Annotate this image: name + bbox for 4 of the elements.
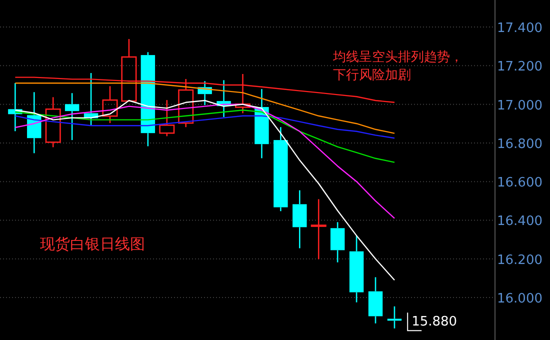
annotation: 15.880 [412, 314, 458, 330]
title: 现货白银日线图 [40, 235, 145, 253]
annotation: 均线呈空头排列趋势， [333, 50, 463, 65]
annotation: 下行风险加剧 [333, 68, 411, 83]
